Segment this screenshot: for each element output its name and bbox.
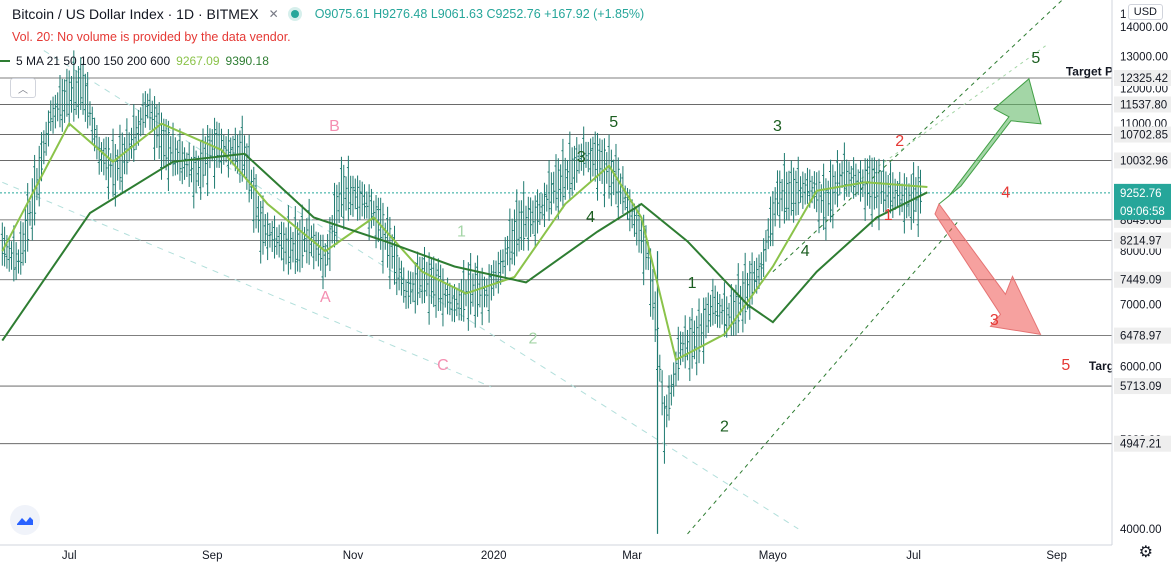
- price-tick-label: 12000.00: [1120, 84, 1168, 96]
- level-tag-label: 11537.80: [1120, 99, 1167, 111]
- wave-label: C: [437, 357, 449, 374]
- currency-button[interactable]: USD: [1127, 4, 1163, 20]
- wave-label: 2: [895, 133, 904, 150]
- time-tick-label: Nov: [343, 550, 364, 562]
- time-tick-label: Sep: [202, 550, 222, 562]
- level-tag-bg: [1114, 435, 1171, 452]
- wave-label: 1: [457, 223, 466, 240]
- time-tick-label: 2020: [481, 550, 507, 562]
- wave-label: B: [329, 118, 340, 135]
- high-value: H9276.48: [373, 7, 428, 21]
- wave-label: 4: [1001, 184, 1010, 201]
- wave-label: 4: [801, 243, 810, 260]
- close-x-icon[interactable]: ✕: [268, 7, 279, 21]
- wave-label: 4: [586, 209, 595, 226]
- wave-label: 2: [720, 419, 729, 436]
- downtrend-upper-line: [43, 50, 799, 530]
- level-tag-bg: [1114, 232, 1171, 249]
- low-value: L9061.63: [430, 7, 483, 21]
- ma-legend[interactable]: 5 MA 21 50 100 150 200 600 9267.09 9390.…: [0, 54, 269, 68]
- moving-averages: [1, 122, 928, 362]
- ma-fast-line: [1, 122, 928, 362]
- current-price-tag: 9252.76: [1120, 188, 1162, 200]
- wave-label: 1: [688, 275, 697, 292]
- wave-label: 2: [528, 331, 537, 348]
- level-tag-bg: [1114, 69, 1171, 86]
- channel-upper-line: [772, 0, 1064, 273]
- level-tag-bg: [1114, 152, 1171, 169]
- close-value: C9252.76: [486, 7, 541, 21]
- ma-label: 5 MA 21 50 100 150 200 600: [16, 54, 171, 68]
- level-tag-bg: [1114, 327, 1171, 344]
- wave-label: 5: [609, 114, 618, 131]
- wave-label: 3: [990, 312, 999, 329]
- collapse-legend-button[interactable]: ︿: [10, 78, 36, 98]
- gear-icon[interactable]: ⚙: [1138, 544, 1153, 561]
- price-tick-label: 8000.00: [1120, 246, 1162, 258]
- wave-label: A: [320, 289, 331, 306]
- bearish-arrow: [934, 202, 1042, 335]
- projection-arrows: [934, 77, 1042, 335]
- trend-channels: [2, 0, 1064, 535]
- level-tag-label: 8214.97: [1120, 236, 1162, 248]
- countdown-tag: 09:06:58: [1120, 206, 1165, 218]
- level-tag-label: 4947.21: [1120, 439, 1162, 451]
- time-tick-label: Mar: [622, 550, 642, 562]
- tradingview-logo-icon[interactable]: [10, 505, 40, 535]
- change-value: +167.92 (+1.85%): [544, 7, 645, 21]
- ma-value-1: 9267.09: [176, 54, 220, 68]
- price-tick-label: 1: [1120, 9, 1126, 21]
- level-tag-bg: [1114, 126, 1171, 143]
- chart-header: Bitcoin / US Dollar Index · 1D · BITMEX …: [12, 6, 644, 22]
- symbol-title[interactable]: Bitcoin / US Dollar Index · 1D · BITMEX: [12, 6, 259, 22]
- time-axis[interactable]: Jul Sep Nov 2020 Mar Mayo Jul Sep: [0, 544, 1112, 562]
- price-tick-label: 6000.00: [1120, 361, 1162, 373]
- channel-lower-line: [687, 221, 958, 535]
- wave-label: 3: [577, 149, 586, 166]
- wave-label: 1: [884, 207, 893, 224]
- volume-note: Vol. 20: No volume is provided by the da…: [12, 30, 291, 44]
- ma-slow-line: [1, 152, 928, 342]
- price-tick-label: 13000.00: [1120, 52, 1168, 64]
- bullish-arrow: [938, 77, 1042, 205]
- ma-swatch-icon: [0, 60, 10, 62]
- wave-label: 5: [1061, 357, 1070, 374]
- level-tag-label: 10702.85: [1120, 130, 1168, 142]
- level-tag-bg: [1114, 96, 1171, 113]
- price-tick-label: 14000.00: [1120, 22, 1168, 34]
- time-tick-label: Jul: [62, 550, 77, 562]
- ohlc-values: O9075.61 H9276.48 L9061.63 C9252.76 +167…: [315, 7, 645, 21]
- level-tag-bg: [1114, 271, 1171, 288]
- time-tick-label: Jul: [906, 550, 921, 562]
- time-tick-label: Mayo: [759, 550, 787, 562]
- level-tag-bg: [1114, 378, 1171, 395]
- wave-label: 5: [1031, 50, 1040, 67]
- level-tag-label: 7449.09: [1120, 275, 1162, 287]
- chevron-up-icon: ︿: [18, 84, 28, 96]
- level-tag-label: 6478.97: [1120, 331, 1162, 343]
- level-tag-label: 5713.09: [1120, 381, 1162, 393]
- price-tick-label: 7000.00: [1120, 300, 1162, 312]
- ma-value-2: 9390.18: [225, 54, 269, 68]
- current-price-tag-bg: [1114, 183, 1171, 220]
- level-tag-label: 12325.42: [1120, 73, 1168, 85]
- level-tag-label: 10032.96: [1120, 155, 1168, 167]
- price-tick-label: 4000.00: [1120, 524, 1162, 536]
- wave-label: 3: [773, 118, 782, 135]
- downtrend-lower-line: [2, 181, 492, 388]
- time-tick-label: Sep: [1046, 550, 1066, 562]
- market-status-icon: [290, 10, 299, 18]
- open-value: O9075.61: [314, 7, 370, 21]
- price-axis[interactable]: 4000.005000.006000.007000.008000.0011000…: [1111, 0, 1171, 545]
